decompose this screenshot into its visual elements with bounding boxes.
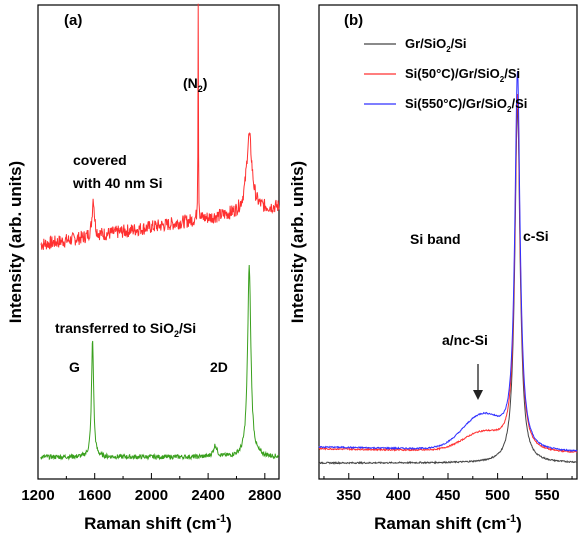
panel-a-label: (a) — [64, 12, 82, 29]
series-line-si550 — [318, 71, 578, 453]
a-nc-si-annotation: a/nc-Si — [442, 332, 488, 348]
panel-b-x-axis-label: Raman shift (cm-1) — [374, 513, 522, 533]
panel-a-x-tick-label: 2000 — [135, 487, 168, 504]
si-band-annotation: Si band — [410, 231, 461, 247]
panel-b-label: (b) — [344, 12, 363, 29]
transferred-annotation: transferred to SiO2/Si — [55, 320, 196, 339]
legend-item-gr: Gr/SiO2/Si — [405, 36, 467, 54]
panel-a-curves — [40, 3, 280, 461]
series-line-covered — [40, 3, 280, 250]
2d-peak-label: 2D — [210, 359, 228, 375]
panel-a-x-axis-label: Raman shift (cm-1) — [84, 513, 232, 533]
g-peak-label: G — [69, 359, 80, 375]
panel-a-x-tick-label: 2800 — [248, 487, 281, 504]
c-si-annotation: c-Si — [523, 228, 549, 244]
panel-b-x-tick-label: 500 — [485, 487, 510, 504]
panel-b-x-tick-label: 450 — [435, 487, 460, 504]
panel-b-x-tick-label: 350 — [336, 487, 361, 504]
series-line-transferred — [40, 264, 280, 461]
panel-a-x-tick-label: 2400 — [191, 487, 224, 504]
panel-b: (b) 350 400 450 500 550 Gr/SiO2/Si Si(50°C)/… — [288, 4, 578, 533]
panel-b-y-axis-label: Intensity (arb. units) — [288, 161, 307, 323]
series-line-si50 — [318, 93, 578, 453]
covered-annotation-line2: with 40 nm Si — [72, 175, 162, 191]
panel-a-x-tick-label: 1200 — [21, 487, 54, 504]
panel-b-x-tick-label: 550 — [535, 487, 560, 504]
legend-item-si50: Si(50°C)/Gr/SiO2/Si — [405, 66, 520, 84]
a-nc-si-arrow — [473, 364, 483, 400]
panel-a-x-tick-label: 1600 — [78, 487, 111, 504]
n2-annotation: (N2) — [183, 75, 207, 94]
panel-b-curves — [318, 71, 578, 465]
panel-b-x-tick-label: 400 — [386, 487, 411, 504]
covered-annotation-line1: covered — [73, 152, 127, 168]
panel-a-x-ticks: 1200 1600 2000 2400 2800 — [21, 473, 282, 504]
series-line-gr — [318, 108, 577, 465]
legend-item-si550: Si(550°C)/Gr/SiO2/Si — [405, 96, 527, 114]
panel-b-x-ticks: 350 400 450 500 550 — [323, 473, 573, 504]
panel-b-legend: Gr/SiO2/Si Si(50°C)/Gr/SiO2/Si Si(550°C)… — [364, 36, 527, 114]
panel-a-frame — [37, 4, 280, 480]
panel-a-y-axis-label: Intensity (arb. units) — [6, 161, 25, 323]
panel-a: (a) 1200 1600 2000 2400 2800 (N2) covered wi… — [6, 3, 282, 533]
